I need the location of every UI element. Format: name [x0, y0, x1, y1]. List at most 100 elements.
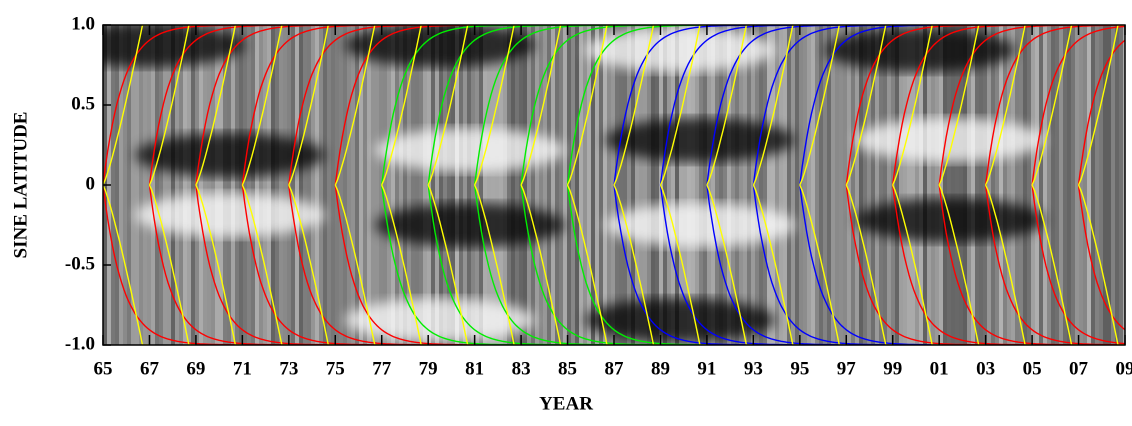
- bg-stripe: [411, 25, 415, 345]
- bg-stripe: [919, 25, 923, 345]
- bg-stripe: [159, 25, 163, 345]
- x-tick-label: 87: [605, 358, 625, 379]
- bg-stripe: [515, 25, 519, 345]
- guide-line: [334, 184, 382, 345]
- x-tick-label: 69: [186, 358, 205, 379]
- guide-line: [799, 25, 847, 186]
- bg-stripe: [247, 25, 251, 345]
- bg-stripe: [527, 25, 531, 345]
- guide-line: [1077, 184, 1125, 345]
- bg-stripe: [751, 25, 755, 345]
- bg-stripe: [299, 25, 303, 345]
- bg-stripe: [127, 25, 131, 345]
- bg-blob: [585, 28, 775, 72]
- bg-stripe: [363, 25, 367, 345]
- guide-line: [288, 184, 336, 345]
- bg-stripe: [679, 25, 683, 345]
- x-tick-label: 89: [651, 358, 670, 379]
- y-tick-label: 0.5: [71, 93, 95, 114]
- bg-stripe: [767, 25, 771, 345]
- bg-stripe: [491, 25, 495, 345]
- bg-stripe: [315, 25, 319, 345]
- bg-stripe: [1035, 25, 1039, 345]
- bg-stripe: [1015, 25, 1019, 345]
- y-tick-label: 1.0: [71, 13, 95, 34]
- bg-stripe: [199, 25, 203, 345]
- bg-stripe: [1107, 25, 1111, 345]
- bg-stripe: [503, 25, 507, 345]
- bg-stripe: [1051, 25, 1055, 345]
- flow-line: [1077, 184, 1125, 331]
- guide-line: [381, 184, 429, 345]
- guide-line: [1031, 25, 1079, 186]
- bg-stripe: [739, 25, 743, 345]
- bg-stripe: [323, 25, 327, 345]
- bg-stripe: [1027, 25, 1031, 345]
- x-tick-label: 09: [1116, 358, 1132, 379]
- bg-stripe: [735, 25, 739, 345]
- bg-stripe: [231, 25, 235, 345]
- bg-stripe: [435, 25, 439, 345]
- bg-stripe: [279, 25, 283, 345]
- guide-line: [892, 25, 940, 186]
- flow-line: [1031, 25, 1125, 186]
- flow-line: [1031, 184, 1125, 345]
- bg-stripe: [587, 25, 591, 345]
- bg-stripe: [647, 25, 651, 345]
- bg-stripe: [923, 25, 927, 345]
- guide-line: [659, 25, 707, 186]
- bg-stripe: [111, 25, 115, 345]
- bg-stripe: [367, 25, 371, 345]
- bg-stripe: [895, 25, 899, 345]
- bg-stripe: [379, 25, 383, 345]
- bg-stripe: [667, 25, 671, 345]
- bg-stripe: [583, 25, 587, 345]
- bg-stripe: [651, 25, 655, 345]
- bg-stripe: [459, 25, 463, 345]
- bg-stripe: [991, 25, 995, 345]
- x-tick-label: 65: [94, 358, 113, 379]
- x-tick-label: 95: [790, 358, 809, 379]
- bg-stripe: [547, 25, 551, 345]
- bg-stripe: [963, 25, 967, 345]
- bg-blob: [605, 203, 795, 247]
- bg-stripe: [935, 25, 939, 345]
- bg-stripe: [687, 25, 691, 345]
- bg-stripe: [235, 25, 239, 345]
- x-tick-label: 83: [512, 358, 531, 379]
- guide-line: [520, 184, 568, 345]
- bg-stripe: [403, 25, 407, 345]
- bg-blob: [135, 133, 325, 177]
- bg-stripe: [603, 25, 607, 345]
- x-tick-label: 75: [326, 358, 345, 379]
- bg-stripe: [407, 25, 411, 345]
- bg-stripe: [691, 25, 695, 345]
- bg-stripe: [755, 25, 759, 345]
- bg-stripe: [983, 25, 987, 345]
- guide-line: [195, 25, 243, 186]
- bg-stripe: [571, 25, 575, 345]
- bg-stripe: [243, 25, 247, 345]
- bg-stripe: [1047, 25, 1051, 345]
- bg-stripe: [255, 25, 259, 345]
- bg-stripe: [291, 25, 295, 345]
- bg-stripe: [731, 25, 735, 345]
- bg-stripe: [391, 25, 395, 345]
- bg-stripe: [635, 25, 639, 345]
- bg-stripe: [399, 25, 403, 345]
- bg-stripe: [327, 25, 331, 345]
- bg-stripe: [999, 25, 1003, 345]
- bg-stripe: [747, 25, 751, 345]
- bg-stripe: [355, 25, 359, 345]
- bg-stripe: [415, 25, 419, 345]
- bg-stripe: [887, 25, 891, 345]
- bg-stripe: [387, 25, 391, 345]
- bg-stripe: [855, 25, 859, 345]
- bg-stripe: [539, 25, 543, 345]
- bg-stripe: [575, 25, 579, 345]
- bg-stripe: [343, 25, 347, 345]
- x-tick-label: 03: [976, 358, 995, 379]
- bg-stripe: [727, 25, 731, 345]
- bg-stripe: [783, 25, 787, 345]
- bg-stripe: [171, 25, 175, 345]
